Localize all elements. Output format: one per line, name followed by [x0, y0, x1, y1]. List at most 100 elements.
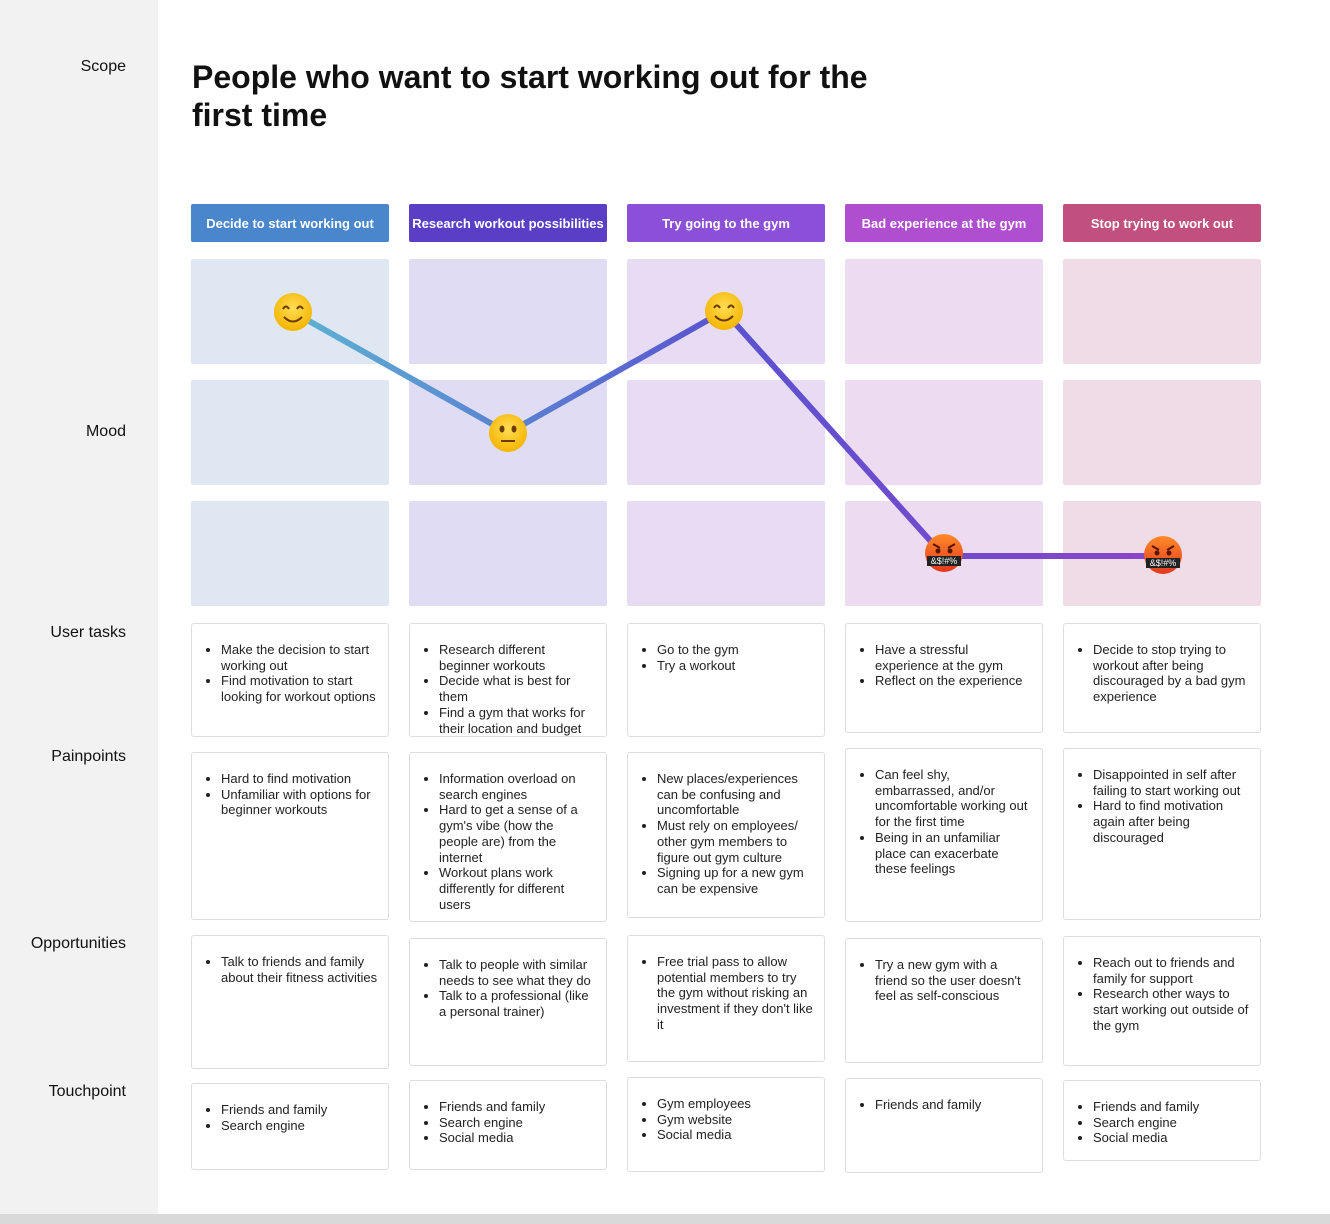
- mood-cell: [845, 380, 1043, 485]
- bullet-list: New places/experiences can be confusing …: [628, 753, 824, 897]
- card: Talk to friends and family about their f…: [191, 935, 389, 1069]
- bullet-list: Friends and familySearch engineSocial me…: [1064, 1081, 1260, 1146]
- bullet-list: Reach out to friends and family for supp…: [1064, 937, 1260, 1034]
- mood-path: [291, 308, 1163, 559]
- card: Research different beginner workoutsDeci…: [409, 623, 607, 737]
- mood-cell: [191, 380, 389, 485]
- bullet-item: Social media: [1093, 1130, 1250, 1146]
- bullet-item: Research different beginner workouts: [439, 642, 596, 673]
- neutral-face: [489, 414, 527, 452]
- card: Have a stressful experience at the gymRe…: [845, 623, 1043, 733]
- card: Hard to find motivationUnfamiliar with o…: [191, 752, 389, 920]
- bullet-item: Decide what is best for them: [439, 673, 596, 704]
- stage-header: Research workout possibilities: [409, 204, 607, 242]
- bullet-item: Research other ways to start working out…: [1093, 986, 1250, 1033]
- row-label: Opportunities: [30, 935, 126, 952]
- card: Try a new gym with a friend so the user …: [845, 938, 1043, 1063]
- bullet-item: Try a workout: [657, 658, 814, 674]
- card: Free trial pass to allow potential membe…: [627, 935, 825, 1062]
- bullet-item: Friends and family: [1093, 1099, 1250, 1115]
- sidebar: [0, 0, 158, 1224]
- card: Friends and family: [845, 1078, 1043, 1173]
- card: Go to the gymTry a workout: [627, 623, 825, 737]
- bullet-item: Search engine: [439, 1115, 596, 1131]
- card: Make the decision to start working outFi…: [191, 623, 389, 737]
- bullet-list: Hard to find motivationUnfamiliar with o…: [192, 753, 388, 818]
- bullet-item: Gym employees: [657, 1096, 814, 1112]
- bullet-list: Free trial pass to allow potential membe…: [628, 936, 824, 1033]
- bullet-list: Can feel shy, embarrassed, and/or uncomf…: [846, 749, 1042, 877]
- bullet-item: Talk to friends and family about their f…: [221, 954, 378, 985]
- bullet-item: Hard to get a sense of a gym's vibe (how…: [439, 802, 596, 865]
- bullet-list: Gym employeesGym websiteSocial media: [628, 1078, 824, 1143]
- bullet-list: Talk to friends and family about their f…: [192, 936, 388, 985]
- bullet-item: Talk to people with similar needs to see…: [439, 957, 596, 988]
- mood-cell: [1063, 380, 1261, 485]
- card: Reach out to friends and family for supp…: [1063, 936, 1261, 1066]
- bullet-item: Try a new gym with a friend so the user …: [875, 957, 1032, 1004]
- bullet-item: Go to the gym: [657, 642, 814, 658]
- card: Talk to people with similar needs to see…: [409, 938, 607, 1066]
- card: Disappointed in self after failing to st…: [1063, 748, 1261, 920]
- bullet-list: Go to the gymTry a workout: [628, 624, 824, 673]
- bullet-list: Disappointed in self after failing to st…: [1064, 749, 1260, 846]
- bullet-item: Hard to find motivation: [221, 771, 378, 787]
- symbol-text: &$!#%: [931, 556, 958, 566]
- bullet-item: Decide to stop trying to workout after b…: [1093, 642, 1250, 705]
- bullet-list: Information overload on search enginesHa…: [410, 753, 606, 912]
- footer-strip: [0, 1214, 1330, 1224]
- bullet-item: Find a gym that works for their location…: [439, 705, 596, 736]
- card: Friends and familySearch engineSocial me…: [409, 1080, 607, 1170]
- bullet-item: Hard to find motivation again after bein…: [1093, 798, 1250, 845]
- bullet-item: Search engine: [221, 1118, 378, 1134]
- bullet-item: Reflect on the experience: [875, 673, 1032, 689]
- bullet-item: Can feel shy, embarrassed, and/or uncomf…: [875, 767, 1032, 830]
- bullet-item: Must rely on employees/ other gym member…: [657, 818, 814, 865]
- bullet-item: Talk to a professional (like a personal …: [439, 988, 596, 1019]
- bullet-item: Signing up for a new gym can be expensiv…: [657, 865, 814, 896]
- title: People who want to start working out for…: [192, 59, 868, 133]
- stage-header: Try going to the gym: [627, 204, 825, 242]
- card: Friends and familySearch engineSocial me…: [1063, 1080, 1261, 1161]
- bullet-list: Decide to stop trying to workout after b…: [1064, 624, 1260, 705]
- card: Can feel shy, embarrassed, and/or uncomf…: [845, 748, 1043, 922]
- mood-cell: [1063, 259, 1261, 364]
- bullet-item: Unfamiliar with options for beginner wor…: [221, 787, 378, 818]
- row-label: Scope: [80, 58, 126, 75]
- bullet-item: New places/experiences can be confusing …: [657, 771, 814, 818]
- row-label: Painpoints: [51, 748, 126, 765]
- card: New places/experiences can be confusing …: [627, 752, 825, 918]
- row-label: Touchpoint: [48, 1083, 126, 1100]
- bullet-item: Being in an unfamiliar place can exacerb…: [875, 830, 1032, 877]
- bullet-item: Free trial pass to allow potential membe…: [657, 954, 814, 1033]
- bullet-list: Make the decision to start working outFi…: [192, 624, 388, 705]
- card: Decide to stop trying to workout after b…: [1063, 623, 1261, 733]
- bullet-list: Friends and familySearch engineSocial me…: [410, 1081, 606, 1146]
- row-label: Mood: [85, 423, 126, 440]
- mood-cell: [845, 259, 1043, 364]
- bullet-item: Social media: [657, 1127, 814, 1143]
- card: Gym employeesGym websiteSocial media: [627, 1077, 825, 1172]
- bullet-list: Friends and family: [846, 1079, 1042, 1113]
- bullet-list: Research different beginner workoutsDeci…: [410, 624, 606, 736]
- bullet-item: Make the decision to start working out: [221, 642, 378, 673]
- bullet-item: Workout plans work differently for diffe…: [439, 865, 596, 912]
- mood-cell: [191, 501, 389, 606]
- bullet-item: Friends and family: [221, 1102, 378, 1118]
- bullet-list: Try a new gym with a friend so the user …: [846, 939, 1042, 1004]
- bullet-list: Have a stressful experience at the gymRe…: [846, 624, 1042, 689]
- card: Information overload on search enginesHa…: [409, 752, 607, 922]
- bullet-item: Information overload on search engines: [439, 771, 596, 802]
- bullet-list: Talk to people with similar needs to see…: [410, 939, 606, 1020]
- bullet-item: Friends and family: [875, 1097, 1032, 1113]
- card: Friends and familySearch engine: [191, 1083, 389, 1170]
- angry-face: &$!#%: [1144, 536, 1182, 574]
- symbol-text: &$!#%: [1150, 558, 1177, 568]
- happy-face: [705, 292, 743, 330]
- mood-cell: [627, 501, 825, 606]
- bullet-item: Reach out to friends and family for supp…: [1093, 955, 1250, 986]
- bullet-item: Have a stressful experience at the gym: [875, 642, 1032, 673]
- bullet-list: Friends and familySearch engine: [192, 1084, 388, 1133]
- angry-face: &$!#%: [925, 534, 963, 572]
